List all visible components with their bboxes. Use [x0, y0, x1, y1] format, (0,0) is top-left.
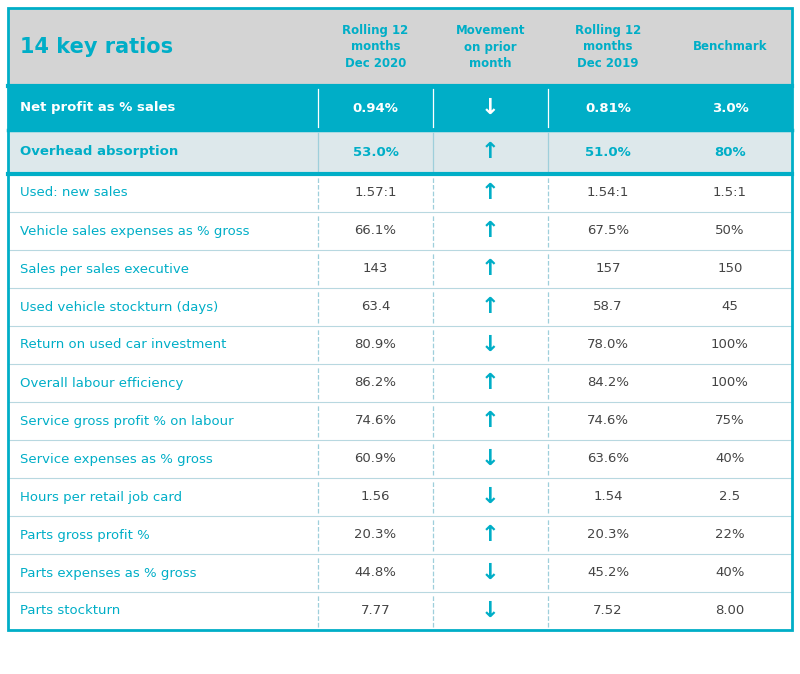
- Bar: [8, 130, 792, 174]
- Bar: [8, 402, 792, 440]
- Text: 75%: 75%: [715, 415, 745, 427]
- Text: 7.77: 7.77: [361, 605, 390, 617]
- Text: 1.54:1: 1.54:1: [587, 187, 629, 200]
- Text: 14 key ratios: 14 key ratios: [20, 37, 173, 57]
- Text: 44.8%: 44.8%: [354, 567, 397, 580]
- Text: Net profit as % sales: Net profit as % sales: [20, 102, 175, 115]
- Text: 78.0%: 78.0%: [587, 338, 629, 352]
- Text: Hours per retail job card: Hours per retail job card: [20, 491, 182, 503]
- Text: Overhead absorption: Overhead absorption: [20, 146, 178, 158]
- Bar: [8, 364, 792, 402]
- Text: Used vehicle stockturn (days): Used vehicle stockturn (days): [20, 301, 218, 313]
- Text: 100%: 100%: [711, 377, 749, 390]
- Bar: [8, 592, 792, 630]
- Bar: [8, 174, 792, 212]
- Text: ↓: ↓: [481, 98, 500, 118]
- Text: 60.9%: 60.9%: [354, 452, 397, 466]
- Text: 51.0%: 51.0%: [585, 146, 631, 158]
- Text: 1.54: 1.54: [594, 491, 622, 503]
- Text: Parts gross profit %: Parts gross profit %: [20, 528, 150, 541]
- Text: 50%: 50%: [715, 224, 745, 237]
- Text: 1.5:1: 1.5:1: [713, 187, 747, 200]
- Text: ↓: ↓: [481, 449, 500, 469]
- Bar: [8, 86, 792, 130]
- Text: 143: 143: [363, 262, 388, 276]
- Text: 150: 150: [718, 262, 742, 276]
- Text: 74.6%: 74.6%: [587, 415, 629, 427]
- Text: 84.2%: 84.2%: [587, 377, 629, 390]
- Text: Return on used car investment: Return on used car investment: [20, 338, 226, 352]
- Text: ↑: ↑: [481, 183, 500, 203]
- Text: ↓: ↓: [481, 601, 500, 621]
- Text: 63.4: 63.4: [361, 301, 390, 313]
- Text: 80.9%: 80.9%: [354, 338, 397, 352]
- Text: 0.81%: 0.81%: [585, 102, 631, 115]
- Text: 45: 45: [722, 301, 738, 313]
- Bar: [8, 478, 792, 516]
- Text: 100%: 100%: [711, 338, 749, 352]
- Text: 45.2%: 45.2%: [587, 567, 629, 580]
- Bar: [8, 250, 792, 288]
- Text: Benchmark: Benchmark: [693, 40, 767, 53]
- Text: ↓: ↓: [481, 487, 500, 507]
- Text: ↑: ↑: [481, 297, 500, 317]
- Text: 67.5%: 67.5%: [587, 224, 629, 237]
- Text: Rolling 12
months
Dec 2019: Rolling 12 months Dec 2019: [575, 24, 641, 70]
- Text: 1.56: 1.56: [361, 491, 390, 503]
- Text: Service expenses as % gross: Service expenses as % gross: [20, 452, 213, 466]
- Text: ↓: ↓: [481, 335, 500, 355]
- Text: 74.6%: 74.6%: [354, 415, 397, 427]
- Bar: [8, 440, 792, 478]
- Text: 0.94%: 0.94%: [353, 102, 398, 115]
- Text: ↑: ↑: [481, 142, 500, 162]
- Text: ↑: ↑: [481, 259, 500, 279]
- Text: Parts stockturn: Parts stockturn: [20, 605, 120, 617]
- Text: 53.0%: 53.0%: [353, 146, 398, 158]
- Text: Overall labour efficiency: Overall labour efficiency: [20, 377, 183, 390]
- Text: 3.0%: 3.0%: [712, 102, 748, 115]
- Text: 58.7: 58.7: [594, 301, 622, 313]
- Text: Vehicle sales expenses as % gross: Vehicle sales expenses as % gross: [20, 224, 250, 237]
- Text: 63.6%: 63.6%: [587, 452, 629, 466]
- Text: 86.2%: 86.2%: [354, 377, 397, 390]
- Text: Movement
on prior
month: Movement on prior month: [456, 24, 526, 70]
- Text: 2.5: 2.5: [719, 491, 741, 503]
- Bar: [8, 8, 792, 86]
- Text: Used: new sales: Used: new sales: [20, 187, 128, 200]
- Text: 20.3%: 20.3%: [354, 528, 397, 541]
- Bar: [8, 326, 792, 364]
- Text: Rolling 12
months
Dec 2020: Rolling 12 months Dec 2020: [342, 24, 409, 70]
- Bar: [8, 516, 792, 554]
- Text: Sales per sales executive: Sales per sales executive: [20, 262, 189, 276]
- Text: ↑: ↑: [481, 373, 500, 393]
- Text: 40%: 40%: [715, 567, 745, 580]
- Text: 40%: 40%: [715, 452, 745, 466]
- Text: 8.00: 8.00: [715, 605, 745, 617]
- Text: ↑: ↑: [481, 221, 500, 241]
- Text: 20.3%: 20.3%: [587, 528, 629, 541]
- Bar: [8, 554, 792, 592]
- Bar: [8, 212, 792, 250]
- Text: 1.57:1: 1.57:1: [354, 187, 397, 200]
- Text: 22%: 22%: [715, 528, 745, 541]
- Text: ↑: ↑: [481, 525, 500, 545]
- Text: ↓: ↓: [481, 563, 500, 583]
- Text: 80%: 80%: [714, 146, 746, 158]
- Text: 66.1%: 66.1%: [354, 224, 397, 237]
- Bar: [8, 288, 792, 326]
- Text: Service gross profit % on labour: Service gross profit % on labour: [20, 415, 234, 427]
- Text: 157: 157: [595, 262, 621, 276]
- Text: 7.52: 7.52: [593, 605, 623, 617]
- Text: Parts expenses as % gross: Parts expenses as % gross: [20, 567, 197, 580]
- Text: ↑: ↑: [481, 411, 500, 431]
